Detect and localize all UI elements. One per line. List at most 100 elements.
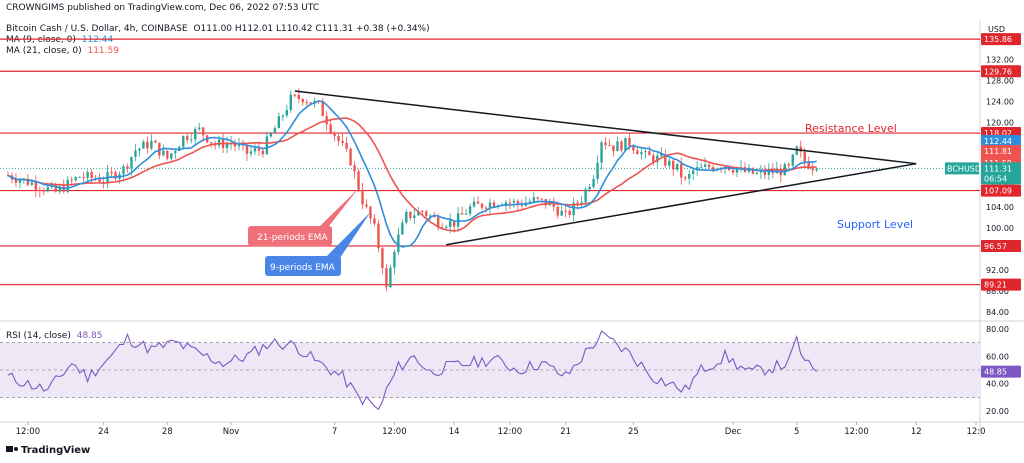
time-tick-label: 5	[794, 427, 799, 437]
candle-body	[568, 210, 571, 215]
candle-body	[217, 139, 221, 146]
candle-body	[146, 141, 149, 149]
candle-body	[480, 203, 484, 208]
candle-body	[26, 178, 30, 185]
candle-body	[484, 207, 488, 209]
candle-body	[452, 220, 456, 227]
candle-body	[365, 204, 368, 207]
rsi-tick-label: 20.00	[986, 407, 1009, 416]
candle-body	[381, 248, 384, 269]
candle-body	[82, 176, 85, 178]
rsi-value-tag	[981, 365, 1021, 378]
tradingview-logo-text: TradingView	[21, 445, 90, 456]
candle-body	[448, 220, 452, 227]
candle-body	[540, 198, 543, 200]
candle-body	[444, 226, 448, 228]
candle-body	[90, 172, 93, 178]
candle-body	[636, 150, 639, 155]
price-tick-label: 104.00	[986, 203, 1014, 212]
candle-body	[676, 163, 679, 170]
time-tick-label: 24	[98, 427, 109, 437]
candle-body	[209, 142, 213, 144]
level-price-label: 96.57	[984, 242, 1007, 251]
ema21-callout-label: 21-periods EMA	[257, 233, 328, 243]
price-tick-label: 100.00	[986, 224, 1014, 233]
candle-body	[333, 132, 336, 137]
level-price-label: 107.09	[984, 187, 1012, 196]
candle-body	[588, 187, 591, 190]
level-price-tag	[981, 184, 1021, 197]
ticker-tag	[945, 162, 979, 175]
ema21-callout-arrow	[318, 188, 359, 240]
candle-body	[130, 156, 133, 169]
candle-body	[134, 150, 137, 157]
candle-body	[564, 210, 567, 212]
resistance-level-annotation: Resistance Level	[805, 122, 897, 135]
symbol-legend[interactable]: Bitcoin Cash / U.S. Dollar, 4h, COINBASE…	[6, 24, 433, 34]
symbol-title: Bitcoin Cash / U.S. Dollar, 4h, COINBASE	[6, 24, 188, 34]
candle-body	[640, 152, 643, 155]
candle-body	[353, 165, 356, 172]
candle-body	[190, 139, 193, 141]
triangle-trendline	[446, 162, 917, 246]
candle-body	[337, 136, 340, 141]
candle-body	[652, 155, 655, 163]
time-tick-label: 21	[560, 427, 571, 437]
candle-body	[150, 140, 153, 149]
ema9-callout-arrow	[325, 212, 371, 270]
ma9-line	[7, 100, 817, 248]
candle-body	[14, 179, 18, 183]
candle-body	[695, 167, 699, 171]
candle-body	[520, 204, 524, 206]
candle-body	[556, 206, 559, 216]
candle-body	[536, 197, 539, 199]
candle-body	[787, 164, 790, 166]
ema21-callout-box	[248, 226, 332, 246]
candle-body	[401, 222, 404, 235]
candle-body	[711, 167, 715, 171]
support-level-annotation: Support Level	[837, 218, 913, 231]
candle-body	[18, 180, 22, 183]
ma21-legend-value: 111.59	[87, 46, 119, 56]
candle-body	[441, 227, 444, 229]
candle-body	[512, 200, 516, 203]
candle-body	[397, 234, 400, 253]
rsi-tick-label: 80.00	[986, 325, 1009, 334]
candle-body	[293, 94, 296, 96]
candle-body	[277, 116, 281, 129]
level-price-label: 129.76	[984, 67, 1012, 76]
time-tick-label: 14	[449, 427, 460, 437]
candle-body	[644, 151, 647, 153]
candle-body	[648, 151, 651, 156]
candle-body	[301, 99, 304, 103]
ma21-legend-label: MA (21, close, 0)	[6, 46, 82, 56]
ma21-line	[7, 117, 817, 232]
candle-body	[166, 150, 169, 159]
candle-body	[763, 170, 767, 175]
candle-body	[170, 153, 173, 159]
candle-body	[620, 141, 623, 151]
ma21-legend[interactable]: MA (21, close, 0) 111.59	[6, 46, 122, 56]
candle-body	[791, 154, 794, 166]
candle-body	[46, 187, 49, 192]
indicator-price-label: 112.44	[984, 137, 1012, 146]
ma9-legend-label: MA (9, close, 0)	[6, 35, 76, 45]
ma9-legend[interactable]: MA (9, close, 0) 112.44	[6, 35, 116, 45]
rsi-legend[interactable]: RSI (14, close) 48.85	[6, 331, 106, 341]
candle-body	[476, 201, 480, 204]
level-price-label: 135.86	[984, 35, 1012, 44]
candle-body	[341, 140, 344, 143]
time-tick-label: 25	[628, 427, 639, 437]
candle-body	[528, 201, 532, 203]
currency-label: USD	[988, 25, 1005, 34]
time-tick-label: 12:00	[16, 427, 41, 437]
candle-body	[572, 202, 575, 215]
candle-body	[201, 127, 205, 136]
candle-body	[460, 213, 464, 215]
candle-body	[492, 202, 496, 207]
candle-body	[154, 140, 157, 143]
candle-body	[600, 142, 603, 163]
price-tick-label: 92.00	[986, 266, 1009, 275]
